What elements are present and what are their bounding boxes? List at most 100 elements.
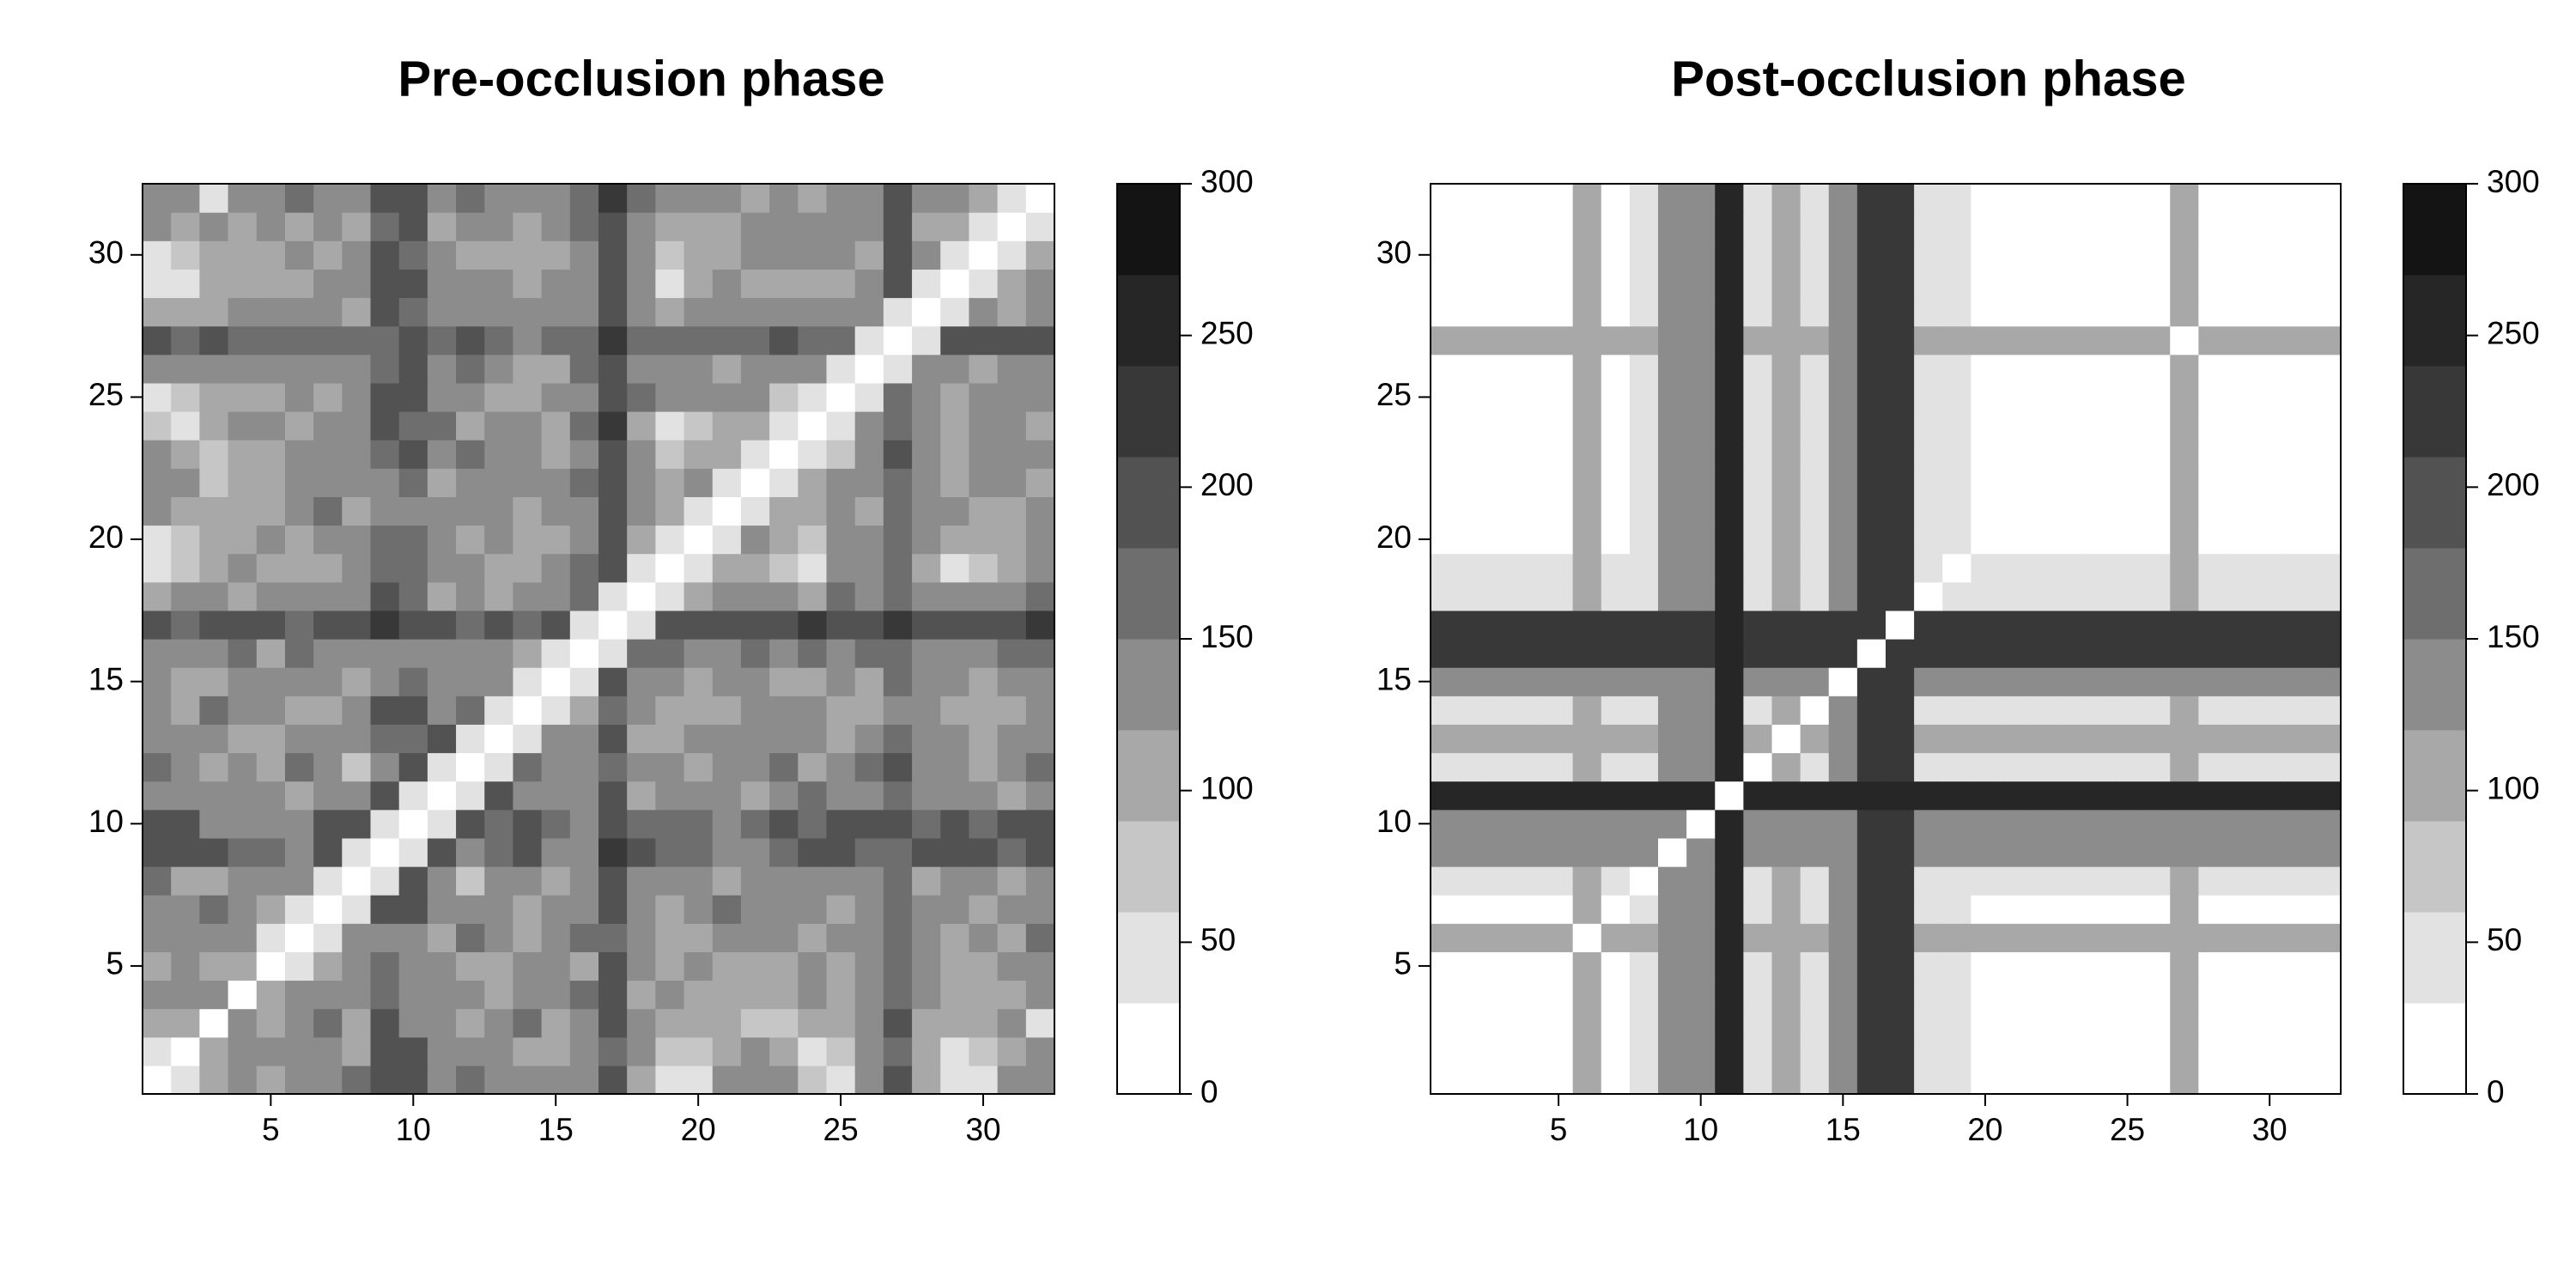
heatmap-cell bbox=[1431, 468, 1460, 497]
heatmap-cell bbox=[1516, 1008, 1546, 1038]
heatmap-cell bbox=[171, 639, 200, 668]
heatmap-cell bbox=[256, 297, 286, 327]
heatmap-cell bbox=[228, 639, 258, 668]
heatmap-cell bbox=[2170, 325, 2199, 355]
heatmap-cell bbox=[740, 866, 770, 896]
colorbar-band bbox=[1117, 275, 1180, 367]
colorbar-band bbox=[2403, 184, 2466, 276]
heatmap-cell bbox=[1658, 496, 1687, 526]
heatmap-cell bbox=[1544, 752, 1574, 782]
heatmap-cell bbox=[854, 951, 884, 981]
heatmap-cell bbox=[1828, 1065, 1858, 1095]
heatmap-cell bbox=[854, 354, 884, 384]
heatmap-cell bbox=[1572, 325, 1602, 355]
heatmap-cell bbox=[2255, 980, 2285, 1010]
heatmap-cell bbox=[1658, 468, 1687, 497]
heatmap-cell bbox=[2312, 468, 2342, 497]
heatmap-cell bbox=[598, 866, 628, 896]
heatmap-cell bbox=[1544, 240, 1574, 270]
heatmap-cell bbox=[598, 837, 628, 867]
heatmap-cell bbox=[284, 496, 314, 526]
heatmap-cell bbox=[427, 866, 457, 896]
heatmap-cell bbox=[1686, 297, 1716, 327]
heatmap-cell bbox=[1971, 525, 2001, 555]
heatmap-cell bbox=[1572, 781, 1602, 811]
heatmap-cell bbox=[2027, 468, 2057, 497]
heatmap-cell bbox=[1431, 240, 1460, 270]
heatmap-cell bbox=[940, 496, 970, 526]
heatmap-cell bbox=[2255, 440, 2285, 469]
heatmap-cell bbox=[1516, 980, 1546, 1010]
heatmap-cell bbox=[1629, 184, 1659, 213]
heatmap-cell bbox=[598, 951, 628, 981]
heatmap-cell bbox=[912, 1008, 941, 1038]
heatmap-cell bbox=[997, 240, 1027, 270]
heatmap-cell bbox=[2255, 1036, 2285, 1066]
heatmap-cell bbox=[1828, 525, 1858, 555]
heatmap-cell bbox=[598, 610, 628, 640]
heatmap-cell bbox=[199, 581, 229, 611]
heatmap-cell bbox=[456, 269, 485, 299]
heatmap-cell bbox=[2255, 496, 2285, 526]
heatmap-cell bbox=[740, 382, 770, 412]
heatmap-cell bbox=[912, 866, 941, 896]
heatmap-cell bbox=[826, 184, 856, 213]
heatmap-cell bbox=[2227, 184, 2257, 213]
heatmap-cell bbox=[1431, 866, 1460, 896]
heatmap-cell bbox=[342, 440, 372, 469]
heatmap-cell bbox=[1544, 325, 1574, 355]
heatmap-cell bbox=[826, 525, 856, 555]
heatmap-cell bbox=[1999, 411, 2029, 440]
heatmap-cell bbox=[342, 496, 372, 526]
heatmap-cell bbox=[1914, 184, 1943, 213]
heatmap-cell bbox=[1629, 837, 1659, 867]
heatmap-cell bbox=[940, 951, 970, 981]
heatmap-cell bbox=[1516, 667, 1546, 696]
heatmap-cell bbox=[484, 325, 514, 355]
heatmap-cell bbox=[1487, 866, 1516, 896]
heatmap-cell bbox=[1658, 354, 1687, 384]
heatmap-cell bbox=[2255, 724, 2285, 754]
heatmap-cell bbox=[427, 184, 457, 213]
heatmap-cell bbox=[370, 269, 400, 299]
heatmap-cell bbox=[1743, 667, 1773, 696]
heatmap-cell bbox=[569, 354, 599, 384]
heatmap-cell bbox=[2198, 951, 2228, 981]
heatmap-cell bbox=[1800, 895, 1830, 924]
heatmap-cell bbox=[969, 696, 999, 725]
heatmap-cell bbox=[2084, 1036, 2114, 1066]
heatmap-cell bbox=[997, 212, 1027, 241]
heatmap-cell bbox=[1771, 667, 1801, 696]
heatmap-cell bbox=[541, 354, 571, 384]
heatmap-cell bbox=[2283, 866, 2313, 896]
heatmap-cell bbox=[655, 240, 685, 270]
heatmap-cell bbox=[313, 724, 343, 754]
heatmap-cell bbox=[883, 1008, 913, 1038]
heatmap-cell bbox=[683, 496, 714, 526]
heatmap-cell bbox=[2113, 184, 2142, 213]
heatmap-cell bbox=[370, 610, 400, 640]
colorbar-band bbox=[1117, 1003, 1180, 1095]
heatmap-cell bbox=[997, 468, 1027, 497]
heatmap-cell bbox=[2027, 639, 2057, 668]
x-tick-label: 15 bbox=[538, 1112, 574, 1147]
heatmap-cell bbox=[1743, 724, 1773, 754]
heatmap-cell bbox=[655, 496, 685, 526]
heatmap-cell bbox=[228, 667, 258, 696]
heatmap-cell bbox=[740, 610, 770, 640]
heatmap-cell bbox=[2283, 809, 2313, 839]
heatmap-cell bbox=[1800, 752, 1830, 782]
heatmap-cell bbox=[199, 184, 229, 213]
heatmap-cell bbox=[854, 1036, 884, 1066]
heatmap-cell bbox=[1487, 553, 1516, 583]
heatmap-cell bbox=[1431, 212, 1460, 241]
heatmap-cell bbox=[940, 895, 970, 924]
heatmap-cell bbox=[541, 411, 571, 440]
heatmap-cell bbox=[2283, 269, 2313, 299]
heatmap-cell bbox=[854, 923, 884, 952]
heatmap-cell bbox=[398, 269, 428, 299]
heatmap-cell bbox=[1572, 610, 1602, 640]
heatmap-cell bbox=[940, 752, 970, 782]
heatmap-cell bbox=[569, 667, 599, 696]
heatmap-cell bbox=[2227, 639, 2257, 668]
